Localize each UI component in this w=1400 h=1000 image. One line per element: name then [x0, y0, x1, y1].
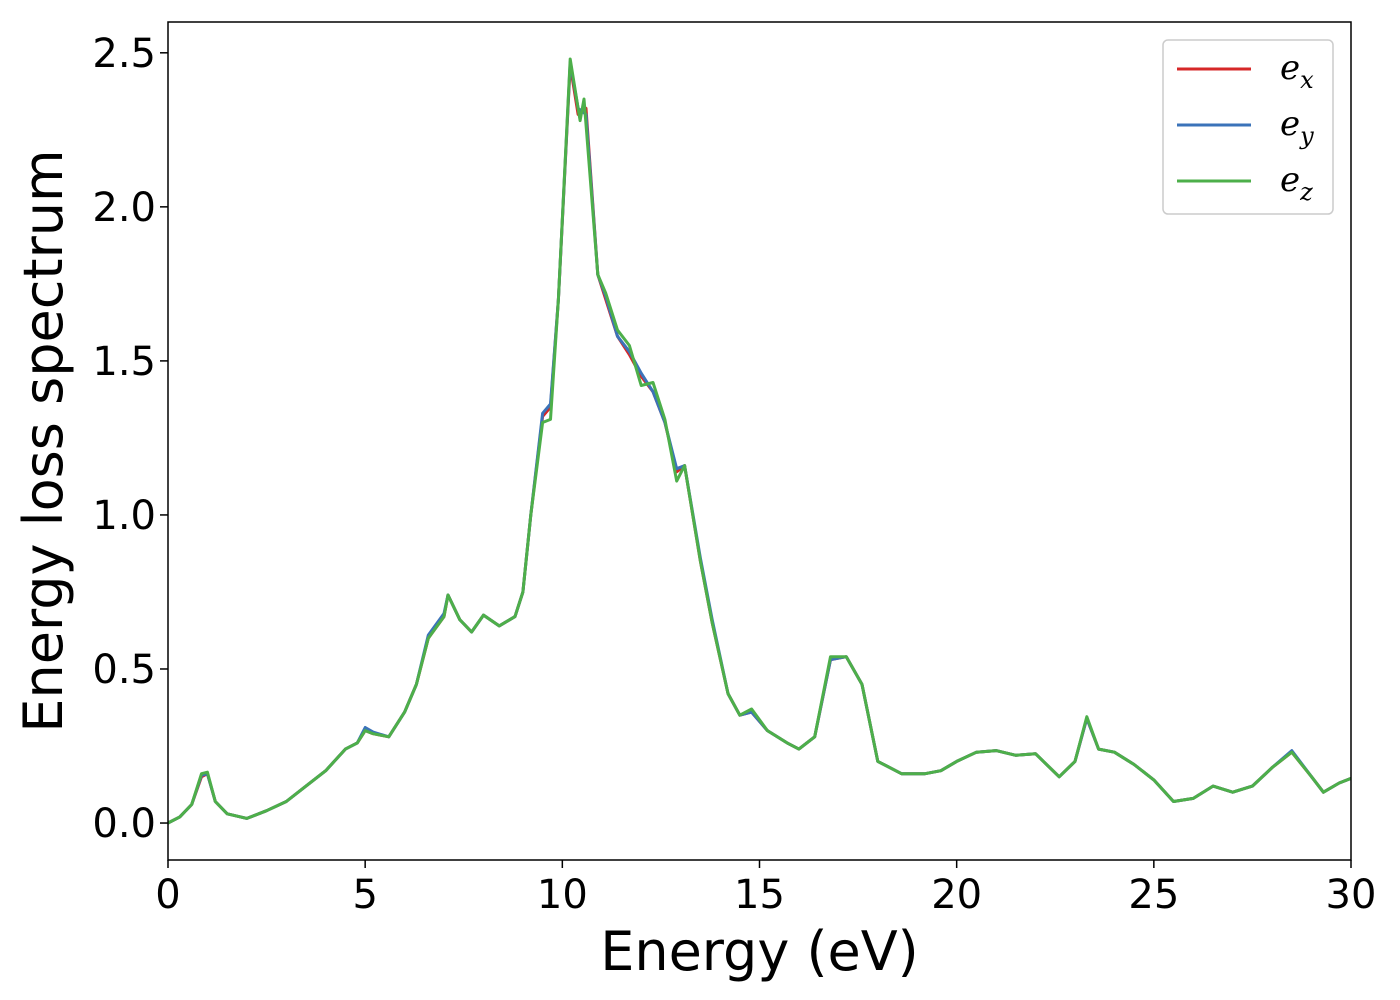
x-tick-label: 5	[352, 872, 377, 918]
legend-label-x: ex	[1280, 48, 1314, 94]
x-axis-ticks: 0 5 10 15 20 25 30	[155, 860, 1376, 918]
legend-label-z: ez	[1280, 160, 1313, 206]
y-tick-label: 2.5	[92, 31, 156, 77]
x-tick-label: 10	[537, 872, 588, 918]
y-tick-label: 2.0	[92, 185, 156, 231]
y-axis-label: Energy loss spectrum	[12, 149, 75, 732]
legend-box	[1162, 39, 1334, 215]
legend-label-y: ey	[1280, 104, 1314, 150]
x-tick-label: 25	[1128, 872, 1179, 918]
x-tick-label: 15	[734, 872, 785, 918]
x-tick-label: 0	[155, 872, 180, 918]
series-lines	[168, 57, 1351, 825]
y-tick-label: 0.5	[92, 647, 156, 693]
y-tick-label: 1.0	[92, 493, 156, 539]
x-tick-label: 20	[931, 872, 982, 918]
x-axis-label: Energy (eV)	[600, 920, 919, 983]
y-axis-ticks: 0.0 0.5 1.0 1.5 2.0 2.5	[92, 31, 168, 847]
series-line-z	[168, 57, 1351, 825]
legend: ex ey ez	[1162, 39, 1334, 215]
y-tick-label: 1.5	[92, 339, 156, 385]
x-tick-label: 30	[1326, 872, 1377, 918]
y-tick-label: 0.0	[92, 801, 156, 847]
